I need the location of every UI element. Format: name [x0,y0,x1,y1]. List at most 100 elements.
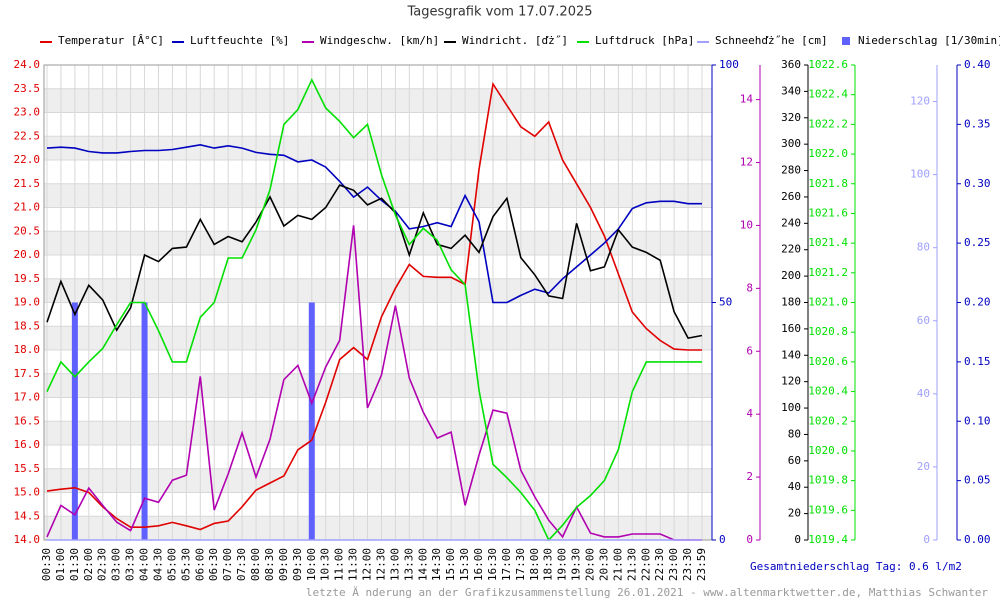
y-tick-label: 22.0 [14,153,41,166]
x-tick-label: 14:30 [430,548,443,581]
x-tick-label: 21:30 [625,548,638,581]
x-tick-label: 19:00 [556,548,569,581]
x-tick-label: 07:30 [235,548,248,581]
bar [308,302,315,540]
legend-label: Windricht. [ďż˝] [462,34,568,47]
axis-tick-label: 320 [781,111,801,124]
axis-tick-label: 0 [746,533,753,546]
x-tick-label: 23:00 [667,548,680,581]
x-tick-label: 20:30 [597,548,610,581]
x-tick-label: 10:30 [319,548,332,581]
series-line [46,143,702,304]
legend-label: Luftdruck [hPa] [595,34,694,47]
x-tick-label: 18:00 [528,548,541,581]
x-tick-label: 11:00 [333,548,346,581]
axis-tick-label: 0.05 [964,474,991,487]
y-tick-label: 17.0 [14,391,41,404]
bar [71,302,78,540]
x-tick-label: 04:00 [138,548,151,581]
axis-tick-label: 240 [781,216,801,229]
axis-tick-label: 120 [910,95,930,108]
axis-tick-label: 120 [781,375,801,388]
x-tick-label: 02:30 [96,548,109,581]
axis-tick-label: 1021.0 [808,296,848,309]
axis-tick-label: 1022.0 [808,147,848,160]
x-tick-label: 23:59 [695,548,708,581]
x-tick-label: 06:00 [193,548,206,581]
x-tick-label: 03:00 [110,548,123,581]
x-tick-label: 15:30 [458,548,471,581]
axis-tick-label: 0.40 [964,58,991,71]
total-label: Gesamtniederschlag Tag: 0.6 l/m2 [750,560,962,573]
x-tick-label: 23:30 [681,548,694,581]
chart-title: Tagesgrafik vom 17.07.2025 [406,5,592,20]
grid-band [44,421,712,445]
x-tick-label: 03:30 [124,548,137,581]
y-tick-label: 20.5 [14,224,41,237]
y-tick-label: 21.0 [14,201,41,214]
x-tick-label: 17:30 [514,548,527,581]
legend-label: Luftfeuchte [%] [190,34,289,47]
axis-tick-label: 20 [788,507,801,520]
y-tick-label: 24.0 [14,58,41,71]
x-tick-label: 13:30 [402,548,415,581]
y-tick-label: 19.0 [14,296,41,309]
x-tick-label: 16:00 [472,548,485,581]
grid-band [44,278,712,303]
x-tick-label: 11:30 [347,548,360,581]
x-tick-label: 00:30 [40,548,53,581]
x-tick-label: 09:00 [277,548,290,581]
legend-swatch [842,37,850,45]
axis-tick-label: 0 [719,533,726,546]
axis-tick-label: 1022.4 [808,88,848,101]
axis-tick-label: 220 [781,243,801,256]
axis-tick-label: 200 [781,269,801,282]
x-tick-label: 22:30 [653,548,666,581]
axis-tick-label: 1021.6 [808,206,848,219]
axis-tick-label: 340 [781,84,801,97]
axis-tick-label: 4 [746,407,753,420]
axis-tick-label: 1020.0 [808,444,848,457]
axis-tick-label: 50 [719,296,732,309]
x-tick-label: 21:00 [611,548,624,581]
y-tick-label: 17.5 [14,367,41,380]
axis-tick-label: 1020.8 [808,325,848,338]
axis-tick-label: 0.35 [964,117,991,130]
x-tick-label: 20:00 [584,548,597,581]
axis-tick-label: 0.30 [964,177,991,190]
axis-tick-label: 1020.4 [808,385,848,398]
series-line [46,225,702,541]
x-tick-label: 12:00 [361,548,374,581]
x-tick-label: 22:00 [639,548,652,581]
axis-tick-label: 360 [781,58,801,71]
y-tick-label: 15.0 [14,486,41,499]
axis-tick-label: 80 [788,427,801,440]
x-tick-label: 13:00 [388,548,401,581]
x-tick-label: 04:30 [151,548,164,581]
axis-tick-label: 12 [740,156,753,169]
y-tick-label: 23.0 [14,106,41,119]
series-line [46,77,702,542]
axis-tick-label: 300 [781,137,801,150]
axis-tick-label: 14 [740,93,754,106]
x-tick-label: 17:00 [500,548,513,581]
legend-label: Schneehďż˝he [cm] [715,34,828,47]
axis-tick-label: 1019.8 [808,474,848,487]
y-tick-label: 23.5 [14,82,41,95]
axis-tick-label: 80 [917,241,930,254]
axis-tick-label: 0.25 [964,236,991,249]
axis-tick-label: 8 [746,281,753,294]
axis-tick-label: 1020.2 [808,414,848,427]
y-tick-label: 15.5 [14,462,41,475]
axis-tick-label: 60 [788,454,801,467]
axis-tick-label: 1020.6 [808,355,848,368]
y-tick-label: 16.5 [14,414,41,427]
axis-tick-label: 1019.4 [808,533,848,546]
axis-tick-label: 1021.8 [808,177,848,190]
axis-tick-label: 0.10 [964,414,991,427]
x-tick-label: 18:30 [542,548,555,581]
grid [44,64,712,541]
axis-tick-label: 0.00 [964,533,991,546]
bar [141,302,148,540]
